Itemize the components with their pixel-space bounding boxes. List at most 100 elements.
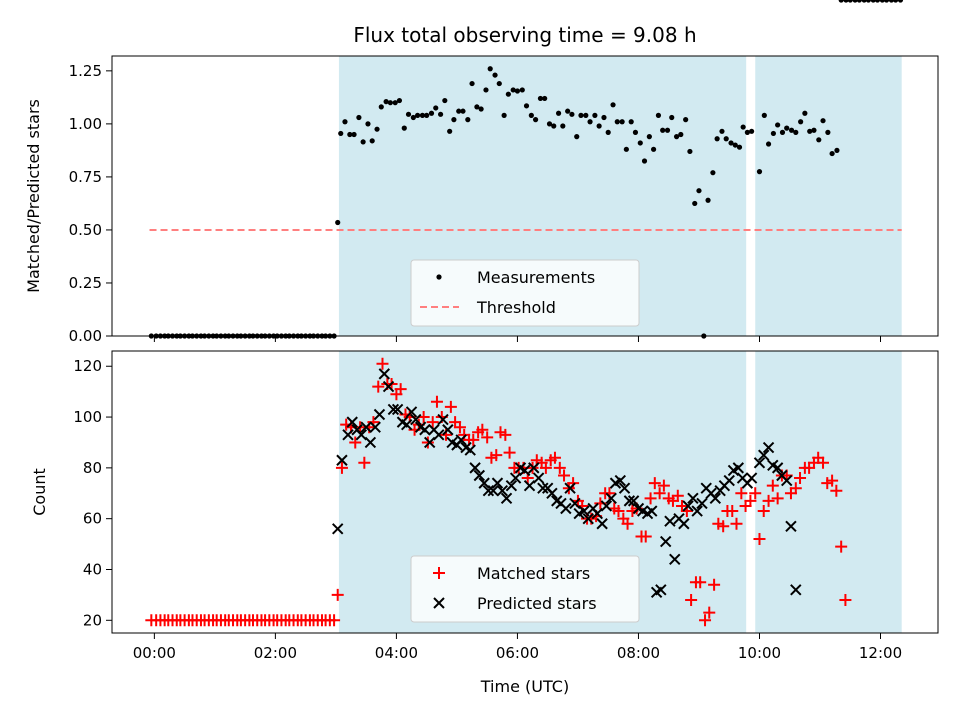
measurement-point [433,105,439,111]
measurement-point [632,129,639,135]
legend-threshold-label: Threshold [476,298,556,317]
measurement-point [519,87,525,93]
measurement-point [788,127,795,133]
matched-star-point [835,540,848,553]
bottom-axes-frame [111,350,939,634]
observing-span-2 [755,351,902,633]
predicted-star-point [596,518,608,530]
y-tick-label: 120 [73,357,102,375]
matched-star-point [453,421,466,434]
matched-star-point [621,517,634,530]
x-tick-label: 08:00 [617,644,660,662]
predicted-star-point [532,472,545,484]
predicted-star-point [478,477,490,489]
matched-star-point [328,614,341,627]
measurement-point [802,110,808,116]
top-observing-spans [338,56,902,336]
predicted-star-point [373,408,386,421]
measurement-point [838,0,844,3]
measurement-point [383,99,389,105]
measurement-point [601,114,607,121]
predicted-star-point [518,464,531,477]
measurement-point [335,219,341,226]
measurement-point [374,126,380,132]
measurement-point [555,110,562,116]
matched-star-point [771,492,784,505]
measurement-point [770,130,777,137]
bottom-y-axis-label: Count [30,468,49,516]
predicted-star-point [528,462,540,474]
predicted-star-point [442,424,454,436]
measurement-point [451,117,457,123]
y-tick-label: 1.25 [69,62,102,80]
measurement-point [537,95,544,102]
measurement-point [447,128,453,134]
measurement-point [825,129,831,135]
predicted-star-point [614,474,627,487]
predicted-star-point [360,421,372,433]
matched-star-point [839,593,852,606]
matched-star-point [644,492,657,505]
measurement-point [765,141,772,147]
predicted-star-point [482,485,495,497]
predicted-star-point [682,500,694,512]
measurement-point [483,87,489,93]
measurement-point [798,119,804,125]
measurement-point [565,108,571,114]
legend-predicted-label: Predicted stars [477,594,597,613]
x-tick-label: 06:00 [496,644,539,662]
measurement-point [683,117,689,123]
measurement-point [528,112,534,118]
measurement-point [456,108,462,114]
measurement-point [546,121,553,127]
matched-star-point [703,606,716,619]
y-tick-label: 80 [83,459,102,477]
measurement-point [378,104,384,110]
bottom-data-marks [145,358,852,627]
predicted-star-point [382,380,395,393]
chart-title: Flux total observing time = 9.08 h [353,23,696,47]
matched-star-point [553,461,566,474]
matched-star-point [757,505,770,518]
predicted-star-point [785,520,797,533]
legend-matched-label: Matched stars [477,564,590,583]
measurement-point [756,169,763,175]
y-tick-label: 100 [73,408,102,426]
predicted-star-point [455,434,467,446]
measurement-point [542,95,548,102]
matched-star-point [481,431,494,444]
matched-star-point [558,469,571,482]
measurement-point [347,131,353,138]
matched-star-point [735,487,748,500]
matched-star-point [789,482,802,495]
matched-star-point [648,477,661,490]
measurement-point [852,0,858,3]
predicted-star-point [546,487,558,499]
matched-star-point [657,479,670,492]
measurement-point [820,118,826,124]
measurement-point [719,128,725,134]
predicted-star-point [709,492,722,505]
measurement-point [338,130,344,137]
measurement-point [779,129,786,135]
measurement-point [592,112,598,118]
legend-measurements-marker [436,274,442,280]
measurement-point [732,142,738,148]
measurement-point [369,138,375,144]
predicted-star-point [745,472,758,484]
measurement-point [492,72,498,78]
measurement-point [523,103,530,109]
matched-star-point [426,416,439,429]
measurement-point [569,111,575,117]
measurement-point [861,0,867,3]
measurement-point [387,100,393,106]
matched-star-point [372,380,385,393]
measurement-point [678,131,684,138]
predicted-star-point [491,477,504,489]
top-y-ticks: 0.00 0.25 0.50 0.75 1.00 1.25 [69,62,112,345]
measurement-point [460,108,466,114]
predicted-star-point [678,518,690,530]
bottom-y-ticks: 20 40 60 80 100 120 [73,357,112,629]
measurement-point [610,102,616,108]
matched-star-point [708,578,721,591]
